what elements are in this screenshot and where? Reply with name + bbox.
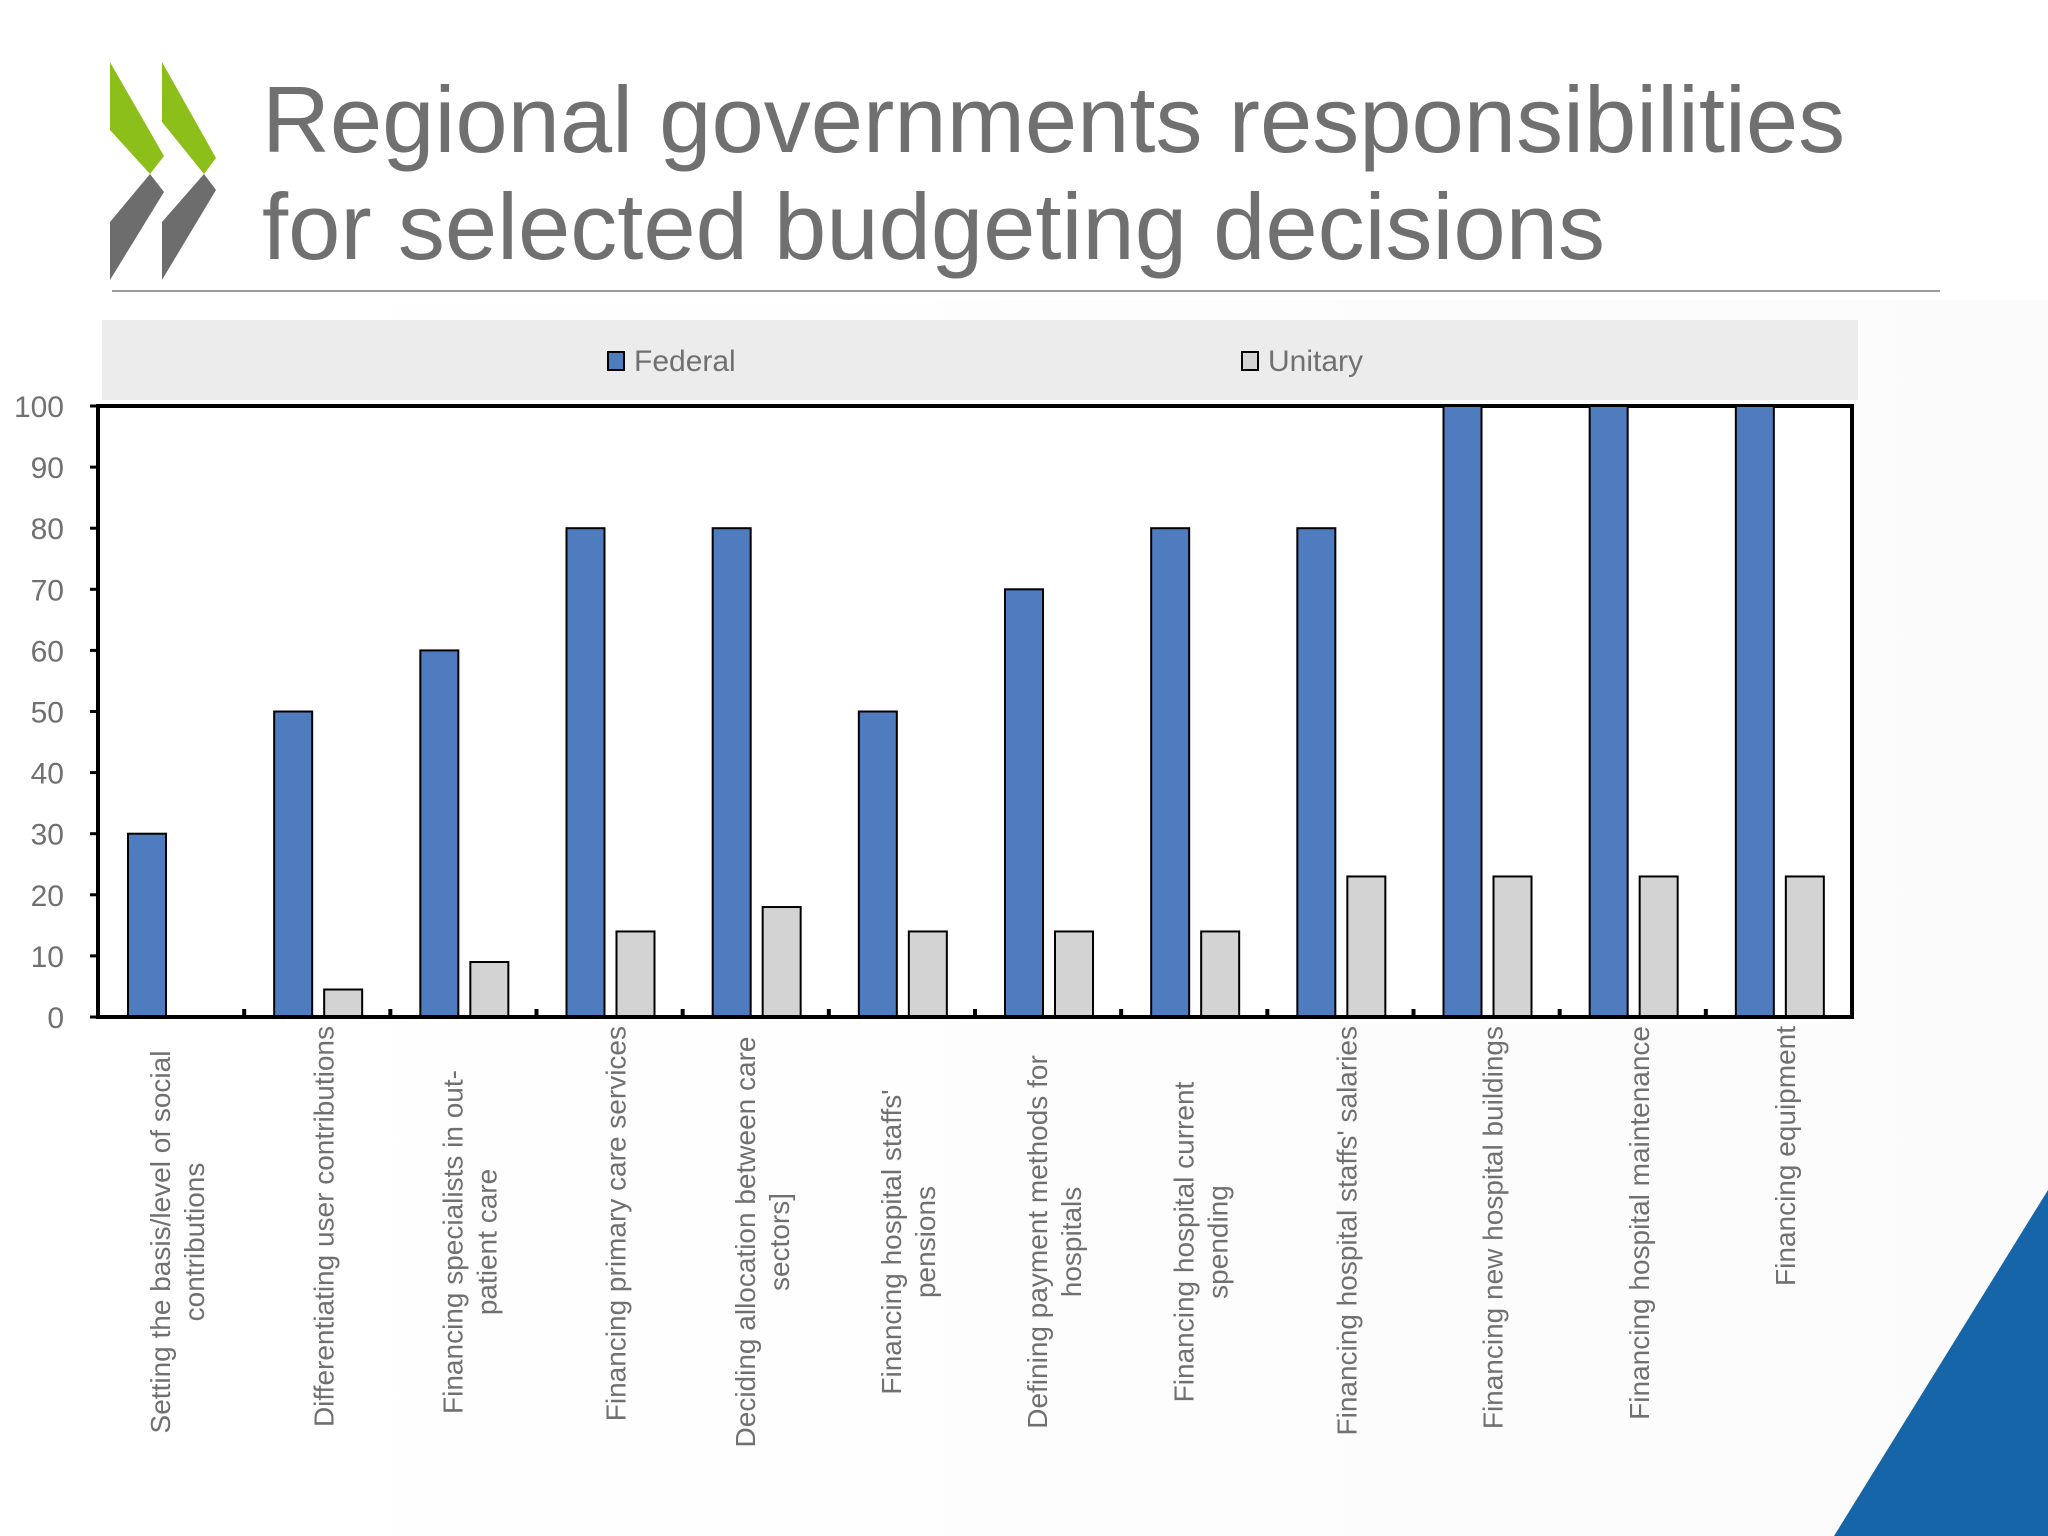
x-tick-label: Defining payment methods for [1022, 1055, 1053, 1429]
double-chevron-logo-icon [110, 62, 216, 280]
x-tick-label: Financing specialists in out- [437, 1070, 468, 1414]
title-divider [112, 290, 1940, 292]
bar-federal [273, 710, 314, 1018]
x-tick-label: Deciding allocation between care [730, 1037, 761, 1448]
x-tick-label: Setting the basis/level of social [145, 1051, 176, 1434]
y-tick-label: 20 [31, 880, 64, 913]
y-tick-label: 10 [31, 941, 64, 974]
x-tick-label: Financing hospital staffs' [876, 1089, 907, 1394]
page-title-line-2: for selected budgeting decisions [262, 174, 1605, 279]
bar-unitary [615, 930, 656, 1019]
y-tick-label: 80 [31, 513, 64, 546]
legend-swatch [607, 351, 625, 371]
y-tick-label: 70 [31, 574, 64, 607]
bar-unitary [1054, 930, 1094, 1019]
x-axis [98, 1009, 1852, 1019]
legend: Federal Unitary [607, 345, 1363, 378]
page-title-line-1: Regional governments responsibilities [262, 67, 1846, 172]
x-tick-label: patient care [471, 1169, 502, 1315]
y-tick-label: 90 [31, 452, 64, 485]
bar-unitary [907, 930, 948, 1019]
x-tick-label: pensions [910, 1186, 941, 1298]
x-tick-label: Financing hospital maintenance [1624, 1026, 1655, 1420]
plot-area [96, 404, 1854, 1019]
y-tick-label: 50 [31, 697, 64, 730]
bar-federal [857, 710, 898, 1018]
legend-label: Unitary [1268, 345, 1363, 378]
x-tick-label: spending [1202, 1185, 1233, 1299]
bar-unitary [469, 961, 510, 1019]
plot-frame [96, 404, 1854, 1019]
bar-federal [711, 527, 752, 1018]
bar-federal [1296, 527, 1337, 1018]
page-title: Regional governments responsibilities fo… [262, 66, 1962, 280]
x-tick-label: Financing equipment [1770, 1026, 1801, 1286]
x-tick-label: contributions [179, 1163, 210, 1322]
x-tick-label: Financing hospital current [1168, 1081, 1199, 1402]
bars [127, 405, 1825, 1019]
y-tick-label: 30 [31, 819, 64, 852]
y-tick-label: 0 [47, 1002, 64, 1035]
y-tick-label: 60 [31, 635, 64, 668]
bar-federal [127, 832, 167, 1019]
logo-chevron-1-green [110, 62, 164, 174]
legend-box [102, 320, 1858, 400]
y-tick-label: 40 [31, 758, 64, 791]
x-tick-label: Financing primary care services [601, 1026, 632, 1421]
logo-chevron-2-grey [162, 174, 216, 280]
legend-swatch [1241, 351, 1259, 371]
bar-unitary [1784, 875, 1825, 1018]
x-tick-label: sectors] [764, 1193, 795, 1291]
y-tick-label: 100 [14, 391, 64, 424]
logo-chevron-1-grey [110, 174, 164, 280]
bar-unitary [323, 988, 364, 1019]
bar-federal [565, 527, 606, 1018]
bar-federal [1588, 405, 1629, 1018]
legend-label: Federal [634, 345, 736, 378]
bar-unitary [1492, 875, 1533, 1018]
bar-unitary [1346, 875, 1387, 1018]
x-tick-label: Financing hospital staffs' salaries [1331, 1026, 1362, 1436]
bar-unitary [1638, 875, 1679, 1018]
bar-unitary [1200, 930, 1241, 1019]
bar-federal [1734, 405, 1775, 1018]
x-axis-labels: Setting the basis/level of social contrib… [145, 1026, 1801, 1448]
logo-chevron-2-green [162, 62, 216, 174]
bar-federal [1442, 405, 1483, 1018]
x-tick-label: Financing new hospital buildings [1478, 1026, 1509, 1429]
bar-federal [419, 649, 460, 1019]
y-axis: 0 10 20 30 40 50 60 70 80 90 100 [14, 391, 98, 1035]
bar-federal [1004, 588, 1044, 1018]
bar-unitary [761, 906, 802, 1019]
bar-federal [1150, 527, 1191, 1018]
x-tick-label: hospitals [1056, 1187, 1087, 1298]
x-tick-label: Differentiating user contributions [308, 1026, 339, 1427]
